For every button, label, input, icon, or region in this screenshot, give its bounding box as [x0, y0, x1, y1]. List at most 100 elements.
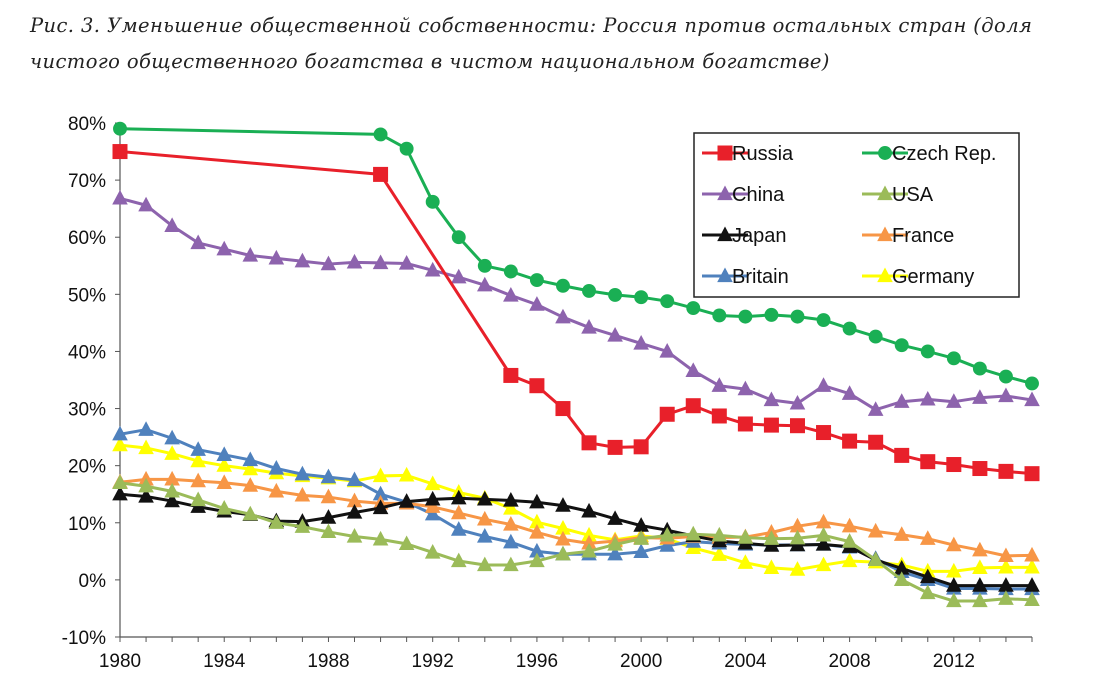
- data-point-france: [346, 492, 363, 508]
- data-point-usa: [607, 536, 623, 551]
- data-point-czech-rep: [738, 309, 753, 324]
- data-point-usa: [581, 542, 597, 558]
- legend-marker-china: [717, 185, 733, 201]
- x-tick-label: 2004: [724, 651, 767, 672]
- data-point-usa: [372, 530, 389, 546]
- caption-line-2: чистого общественного богатства в чистом…: [30, 50, 830, 73]
- data-point-japan: [138, 488, 154, 503]
- data-point-usa: [972, 592, 988, 608]
- legend-label-japan: Japan: [732, 225, 787, 247]
- data-point-russia: [373, 166, 389, 182]
- data-point-china: [216, 240, 233, 256]
- data-point-china: [477, 276, 493, 292]
- series-usa: [112, 474, 1040, 608]
- data-point-usa: [555, 545, 571, 561]
- series-china: [112, 189, 1040, 416]
- data-point-czech-rep: [712, 308, 727, 323]
- data-point-germany: [763, 559, 780, 575]
- y-tick-label: -10%: [62, 628, 106, 649]
- data-point-japan: [919, 568, 936, 584]
- y-tick-label: 0%: [79, 571, 107, 592]
- chart-legend: Russia Czech Rep. China USA Japan France Brita…: [693, 132, 1020, 298]
- data-point-czech-rep: [1025, 376, 1039, 391]
- x-tick-label: 2000: [620, 651, 662, 672]
- data-point-france: [919, 530, 936, 545]
- y-tick-label: 80%: [68, 114, 106, 135]
- data-point-china: [1024, 391, 1040, 407]
- data-point-britain: [294, 465, 311, 481]
- legend-marker-britain: [717, 267, 733, 283]
- data-point-china: [424, 261, 441, 277]
- data-point-usa: [190, 491, 206, 507]
- data-point-usa: [424, 544, 441, 559]
- data-point-japan: [112, 485, 128, 501]
- data-point-china: [581, 318, 597, 334]
- data-point-usa: [998, 590, 1014, 605]
- data-point-france: [893, 526, 910, 541]
- figure-caption: Рис. 3. Уменьшение общественной собствен…: [30, 8, 1052, 80]
- data-point-france: [268, 482, 285, 498]
- data-point-usa: [633, 530, 649, 545]
- data-point-czech-rep: [686, 301, 701, 316]
- data-point-britain: [190, 441, 206, 456]
- data-point-usa: [841, 533, 858, 548]
- data-point-usa: [398, 535, 415, 551]
- data-point-china: [268, 249, 285, 265]
- series-line-china: [119, 196, 1033, 412]
- data-point-britain: [372, 485, 389, 501]
- data-point-china: [737, 380, 754, 396]
- data-point-czech-rep: [608, 287, 623, 302]
- data-point-japan: [398, 493, 415, 508]
- data-point-czech-rep: [529, 273, 544, 288]
- data-point-russia: [685, 398, 701, 414]
- data-point-japan: [424, 490, 441, 506]
- data-point-japan: [581, 502, 597, 518]
- data-point-japan: [164, 492, 180, 508]
- data-point-germany: [190, 452, 206, 468]
- data-point-usa: [919, 584, 936, 600]
- data-point-japan: [946, 577, 962, 592]
- data-point-china: [919, 390, 936, 406]
- data-point-britain: [529, 542, 545, 558]
- data-point-russia: [920, 454, 936, 470]
- data-point-japan: [477, 490, 493, 506]
- data-point-russia: [894, 447, 910, 463]
- x-tick-label: 2012: [933, 651, 975, 672]
- data-point-czech-rep: [373, 127, 388, 142]
- data-point-france: [581, 534, 597, 550]
- data-point-russia: [868, 434, 884, 450]
- data-point-russia: [998, 463, 1014, 479]
- data-point-russia: [503, 367, 519, 383]
- data-point-china: [372, 254, 389, 270]
- data-point-japan: [555, 497, 571, 512]
- data-point-britain: [216, 446, 233, 461]
- data-point-usa: [737, 529, 754, 544]
- series-czech-rep: [113, 121, 1039, 391]
- data-point-usa: [503, 556, 519, 572]
- data-point-britain: [450, 521, 467, 536]
- data-point-czech-rep: [113, 121, 127, 136]
- data-point-germany: [789, 561, 806, 576]
- data-point-china: [294, 252, 311, 268]
- data-point-japan: [529, 493, 545, 509]
- data-point-germany: [112, 436, 128, 452]
- data-point-japan: [503, 492, 519, 507]
- y-tick-label: 40%: [68, 342, 106, 363]
- data-point-czech-rep: [998, 369, 1013, 384]
- data-point-usa: [763, 530, 780, 545]
- data-point-usa: [138, 477, 154, 493]
- data-point-usa: [268, 514, 285, 529]
- y-tick-label: 30%: [68, 400, 106, 421]
- data-point-usa: [1024, 591, 1040, 607]
- data-point-japan: [633, 517, 649, 532]
- data-point-china: [529, 296, 545, 311]
- data-point-china: [946, 393, 962, 408]
- data-point-russia: [607, 439, 623, 455]
- data-point-germany: [737, 554, 754, 569]
- data-point-czech-rep: [946, 351, 961, 366]
- data-point-russia: [972, 461, 988, 477]
- data-point-france: [190, 472, 206, 488]
- data-point-japan: [607, 510, 623, 525]
- data-point-britain: [164, 429, 180, 445]
